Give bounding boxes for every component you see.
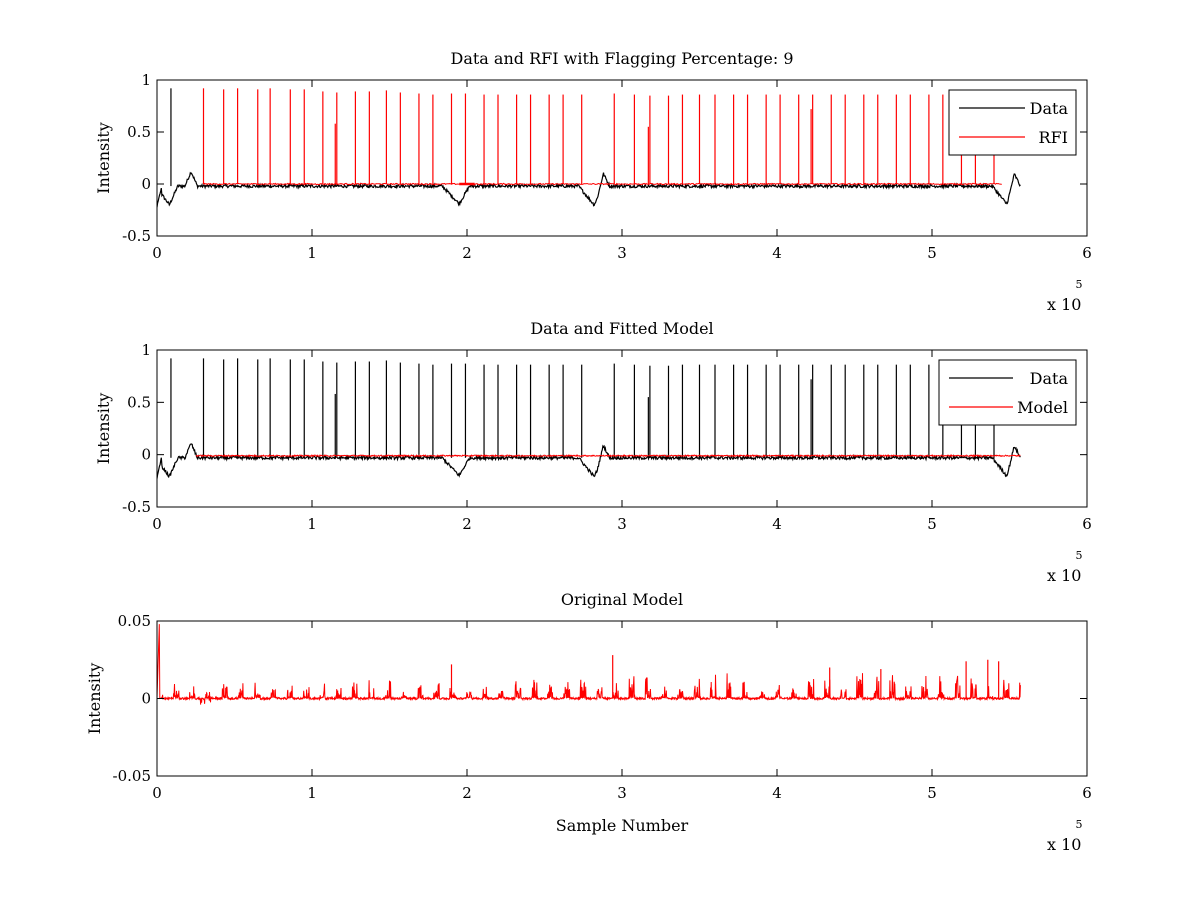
x-tick-label: 5 (927, 244, 937, 262)
x-tick-label: 3 (617, 515, 627, 533)
plot-area (157, 358, 1021, 479)
series-model-line (195, 453, 1021, 458)
y-tick-label: 0 (141, 175, 151, 193)
y-tick-label: -0.5 (122, 498, 151, 516)
x-tick-label: 2 (462, 244, 472, 262)
legend-label-data: Data (1030, 369, 1069, 388)
x-tick-label: 5 (927, 784, 937, 802)
x-tick-label: 2 (462, 784, 472, 802)
y-tick-label: 1 (141, 341, 151, 359)
series-model-line (157, 624, 1021, 705)
x-tick-label: 4 (772, 244, 782, 262)
legend-box (948, 89, 1077, 156)
series-data-line (157, 88, 1021, 208)
x-tick-label: 6 (1082, 244, 1092, 262)
series-trace (157, 624, 1021, 705)
x-multiplier-exponent: 5 (1076, 278, 1083, 291)
x-tick-label: 3 (617, 244, 627, 262)
series-rfi-baseline (203, 182, 1002, 186)
series-trace (157, 171, 1021, 208)
series-trace (195, 453, 1021, 458)
legend-label-rfi: RFI (1039, 128, 1068, 147)
rfi-flag-block (459, 182, 475, 186)
y-axis-label: Intensity (94, 393, 113, 465)
x-tick-label: 0 (152, 244, 162, 262)
x-multiplier-base: x 10 (1047, 295, 1081, 314)
legend-label-model: Model (1017, 398, 1068, 417)
y-axis-label: Intensity (85, 663, 104, 735)
chart-title: Data and RFI with Flagging Percentage: 9 (450, 49, 793, 68)
y-tick-label: 0 (141, 446, 151, 464)
series-rfi-line (202, 88, 1002, 186)
y-tick-label: -0.05 (113, 767, 151, 785)
y-axis-label: Intensity (94, 122, 113, 194)
x-multiplier-base: x 10 (1047, 835, 1081, 854)
x-tick-label: 1 (307, 515, 317, 533)
chart-title: Original Model (561, 590, 683, 609)
x-multiplier-exponent: 5 (1076, 818, 1083, 831)
y-tick-label: 0.5 (127, 123, 151, 141)
y-tick-label: 1 (141, 71, 151, 89)
x-tick-label: 0 (152, 784, 162, 802)
legend: Data RFI (948, 89, 1077, 156)
y-tick-label: 0.5 (127, 393, 151, 411)
x-tick-label: 1 (307, 244, 317, 262)
x-tick-label: 3 (617, 784, 627, 802)
x-multiplier-exponent: 5 (1076, 549, 1083, 562)
x-tick-label: 6 (1082, 515, 1092, 533)
x-tick-label: 5 (927, 515, 937, 533)
series-data-line (157, 358, 1021, 479)
x-tick-label: 2 (462, 515, 472, 533)
legend-label-data: Data (1030, 99, 1069, 118)
plot-area (157, 624, 1021, 705)
x-tick-label: 1 (307, 784, 317, 802)
x-tick-label: 4 (772, 515, 782, 533)
x-tick-label: 6 (1082, 784, 1092, 802)
y-tick-label: -0.5 (122, 227, 151, 245)
x-multiplier-base: x 10 (1047, 566, 1081, 585)
legend: Data Model (938, 359, 1077, 426)
plot-area (157, 88, 1021, 208)
x-tick-label: 4 (772, 784, 782, 802)
chart-title: Data and Fitted Model (530, 319, 713, 338)
legend-box (938, 359, 1077, 426)
x-axis-label: Sample Number (556, 816, 689, 835)
x-tick-label: 0 (152, 515, 162, 533)
y-tick-label: 0.05 (118, 612, 151, 630)
y-tick-label: 0 (141, 690, 151, 708)
series-trace (157, 443, 1021, 479)
